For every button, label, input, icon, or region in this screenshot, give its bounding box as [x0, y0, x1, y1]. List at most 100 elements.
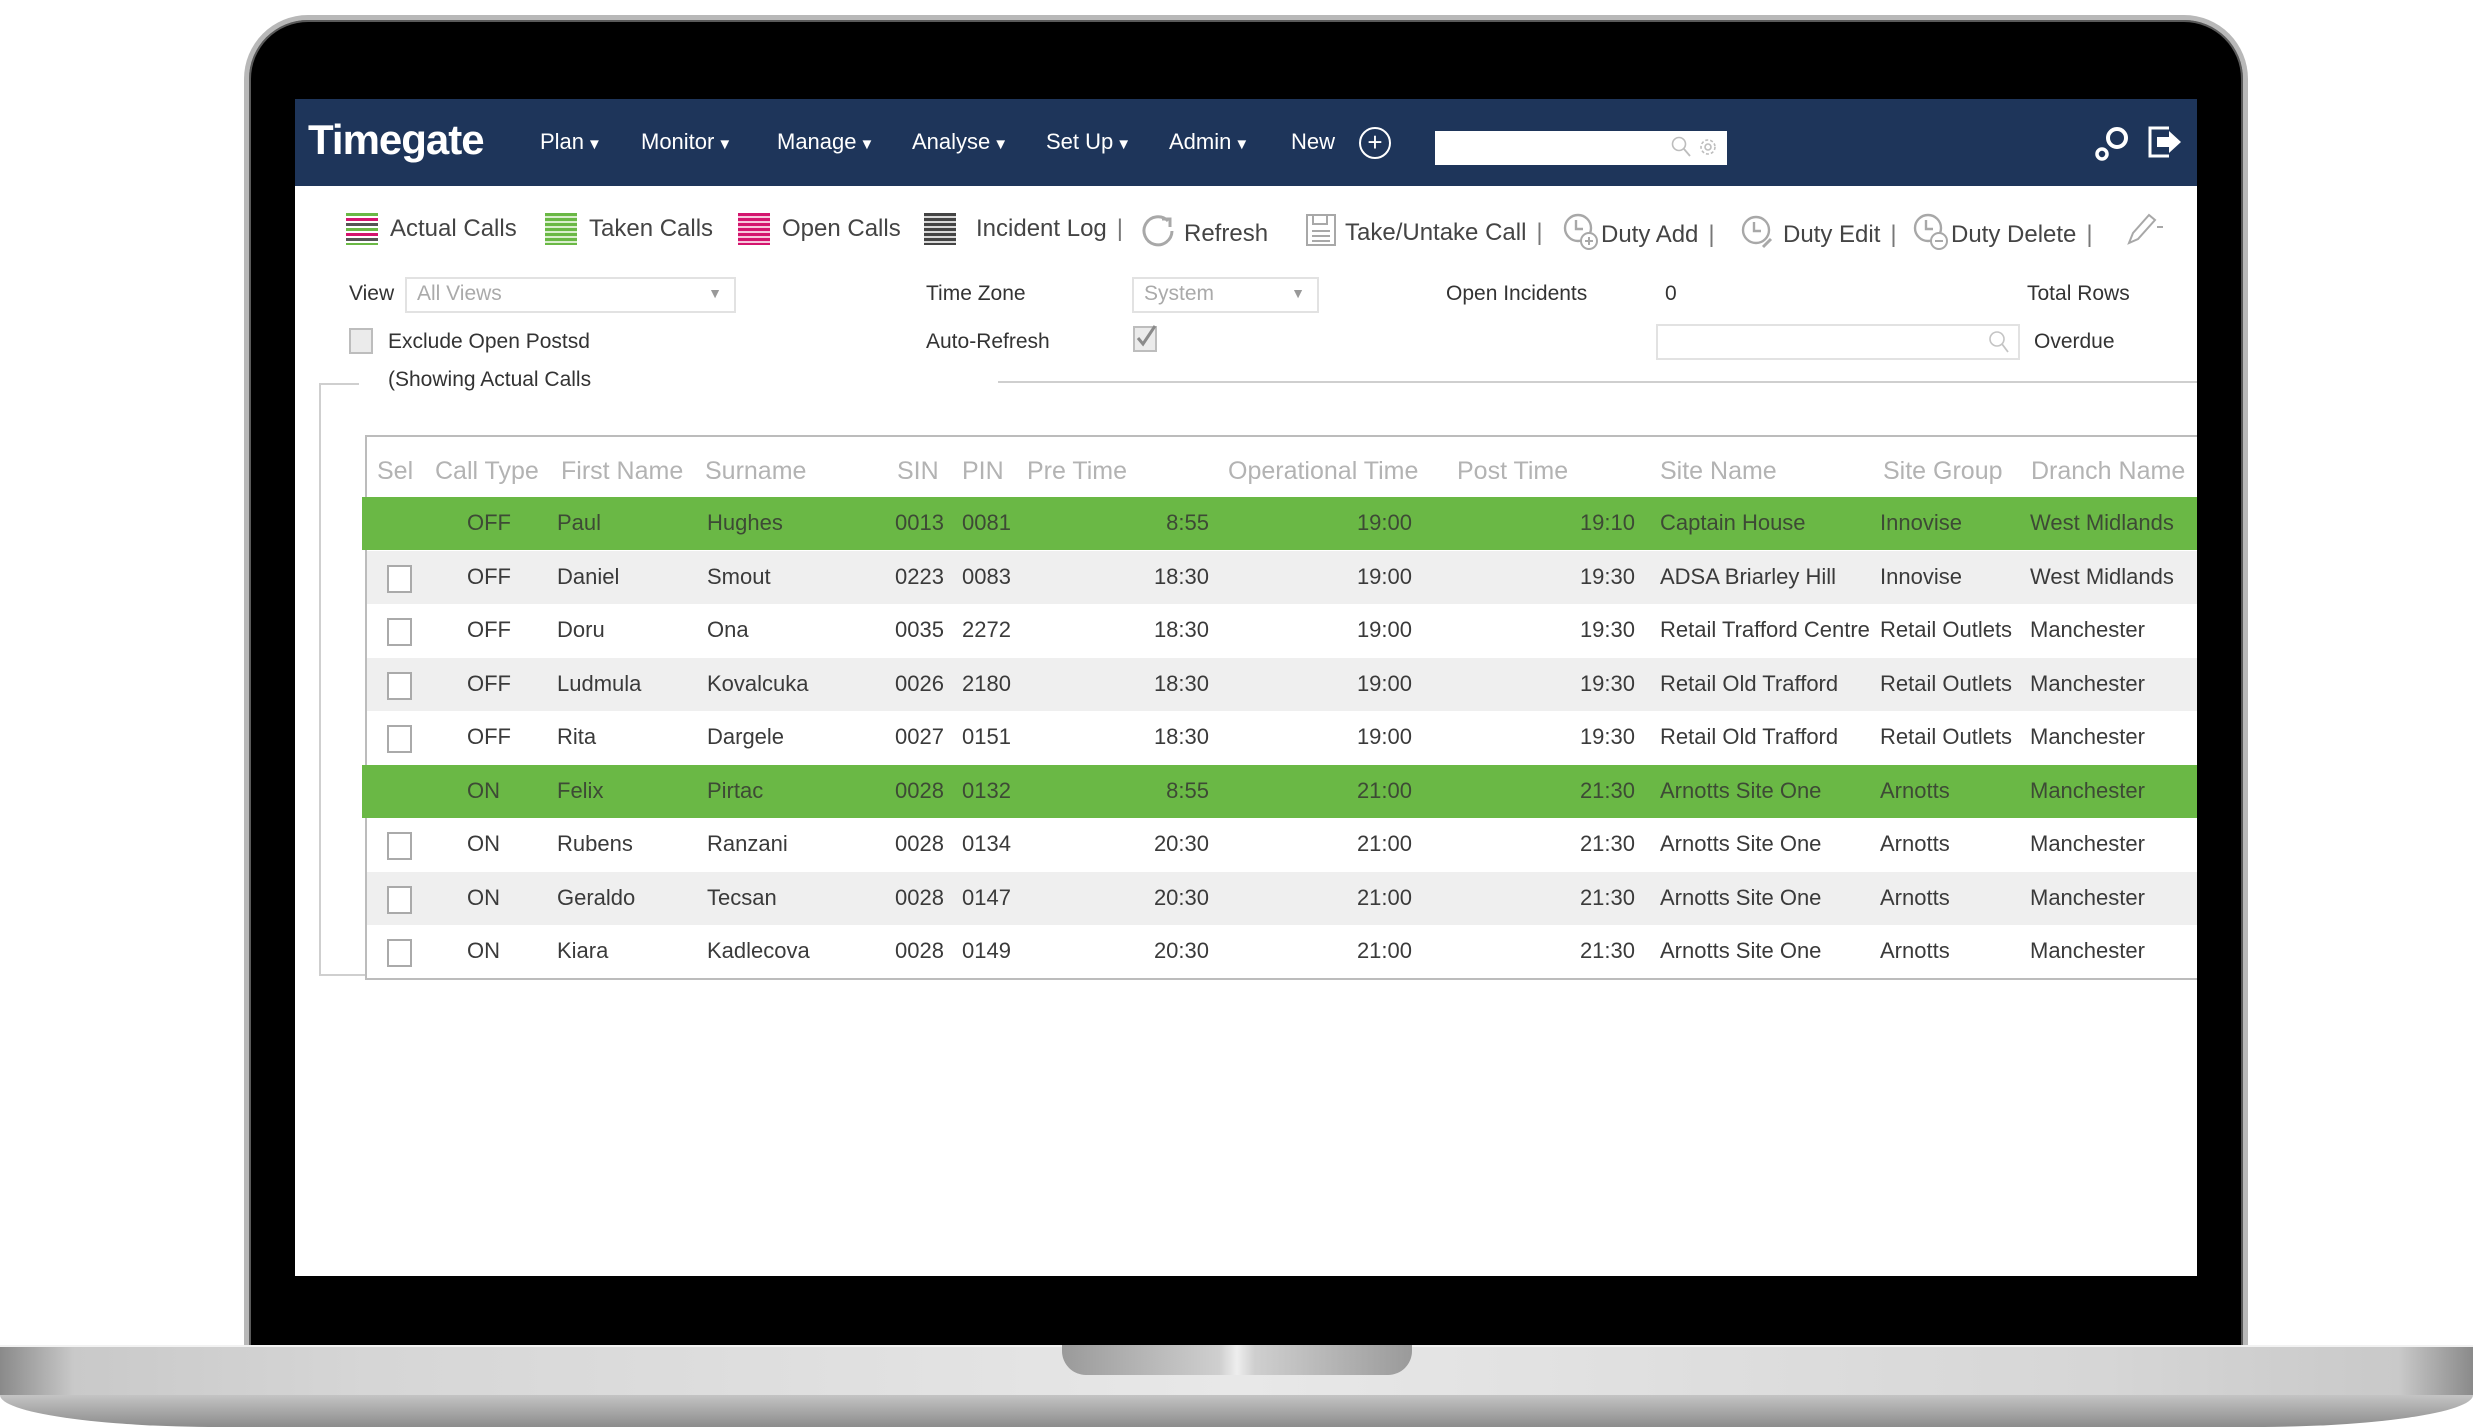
row-select-checkbox[interactable]	[387, 939, 412, 967]
plus-circle-icon[interactable]: +	[1359, 127, 1391, 159]
cell-branch-name: Manchester	[2030, 884, 2145, 910]
table-row[interactable]: OFF Doru Ona 0035 2272 18:30 19:00 19:30 Retail …	[367, 604, 2197, 657]
cell-site-name: Retail Old Trafford	[1660, 724, 1839, 749]
menu-analyse[interactable]: Analyse ▼	[912, 129, 1008, 155]
taken-calls-icon	[545, 213, 577, 245]
table-row[interactable]: ON Kiara Kadlecova 0028 0149 20:30 21:00 21:30 A…	[367, 925, 2197, 978]
menu-plan[interactable]: Plan ▼	[540, 129, 602, 155]
table-row[interactable]: ON Geraldo Tecsan 0028 0147 20:30 21:00 21:30 Ar…	[367, 871, 2197, 925]
row-select-checkbox[interactable]	[387, 564, 412, 593]
cell-first-name: Paul	[557, 510, 602, 535]
time-zone-select[interactable]: System ▼	[1132, 277, 1319, 313]
cell-pin: 0147	[962, 884, 1011, 910]
cell-site-group: Innovise	[1880, 510, 1962, 535]
take-untake-call-label: Take/Untake Call	[1345, 218, 1527, 246]
incident-log-button[interactable]: Incident Log |	[924, 213, 1133, 245]
pen-icon[interactable]	[2125, 211, 2165, 252]
cell-site-group: Arnotts	[1880, 831, 1950, 856]
col-header-call-type[interactable]: Call Type	[435, 457, 539, 485]
global-search-input[interactable]	[1435, 131, 1665, 165]
cell-operational-time: 21:00	[1356, 777, 1412, 803]
cell-first-name: Rubens	[557, 831, 633, 856]
cell-site-group: Innovise	[1880, 563, 1962, 589]
row-select-checkbox[interactable]	[387, 832, 412, 860]
search-icon[interactable]	[1671, 136, 1691, 163]
cell-site-name: Arnotts Site One	[1660, 884, 1822, 910]
table-row[interactable]: ON Rubens Ranzani 0028 0134 20:30 21:00 21:30 Ar…	[367, 818, 2197, 871]
col-header-post-time[interactable]: Post Time	[1457, 457, 1569, 485]
col-header-pin[interactable]: PIN	[962, 457, 1004, 485]
taken-calls-button[interactable]: Taken Calls	[545, 213, 713, 245]
exclude-open-posts-checkbox[interactable]	[349, 328, 373, 354]
logout-icon[interactable]	[2147, 125, 2185, 164]
table-row[interactable]: OFF Paul Hughes 0013 0081 8:55 19:00 19:10 Capta…	[362, 497, 2197, 550]
app-screen: Timegate Plan ▼ Monitor ▼ Manage ▼ Analyse ▼…	[295, 99, 2197, 1276]
row-select-checkbox[interactable]	[387, 885, 412, 914]
col-header-site-name[interactable]: Site Name	[1660, 457, 1777, 485]
menu-manage-label: Manage	[777, 129, 857, 154]
gear-icon[interactable]	[1697, 136, 1719, 163]
refresh-button[interactable]: Refresh	[1140, 213, 1268, 254]
col-header-surname[interactable]: Surname	[705, 457, 807, 485]
global-search-box[interactable]	[1435, 131, 1727, 165]
duty-edit-button[interactable]: Duty Edit |	[1739, 213, 1907, 256]
row-select-checkbox[interactable]	[387, 618, 412, 646]
filter-search-input[interactable]	[1658, 326, 1978, 358]
menu-monitor[interactable]: Monitor ▼	[641, 129, 732, 155]
duty-delete-label: Duty Delete	[1951, 220, 2077, 248]
col-header-operational-time[interactable]: Operational Time	[1228, 457, 1419, 485]
menu-manage[interactable]: Manage ▼	[777, 129, 874, 155]
col-header-sel[interactable]: Sel	[377, 457, 414, 485]
view-select[interactable]: All Views ▼	[405, 277, 736, 313]
auto-refresh-label: Auto-Refresh	[926, 330, 1050, 353]
table-row[interactable]: OFF Rita Dargele 0027 0151 18:30 19:00 19:30 Ret…	[367, 711, 2197, 764]
col-header-pre-time[interactable]: Pre Time	[1027, 457, 1128, 485]
cell-sin: 0028	[895, 831, 944, 856]
col-header-site-group[interactable]: Site Group	[1883, 457, 2003, 485]
cell-branch-name: Manchester	[2030, 777, 2145, 803]
cell-first-name: Felix	[557, 777, 604, 803]
table-row[interactable]: ON Felix Pirtac 0028 0132 8:55 21:00 21:30 Arnot…	[362, 764, 2197, 818]
open-calls-button[interactable]: Open Calls	[738, 213, 901, 245]
user-presence-icon[interactable]	[2093, 123, 2133, 168]
cell-pin: 0134	[962, 831, 1011, 856]
row-select-checkbox[interactable]	[387, 671, 412, 700]
filter-search-box[interactable]	[1656, 324, 2020, 360]
menu-setup[interactable]: Set Up ▼	[1046, 129, 1131, 155]
search-icon[interactable]	[1988, 330, 2010, 359]
cell-operational-time: 21:00	[1356, 938, 1412, 963]
cell-branch-name: Manchester	[2030, 938, 2145, 963]
duty-add-label: Duty Add	[1601, 220, 1699, 248]
chevron-down-icon: ▼	[587, 136, 602, 153]
chevron-down-icon: ▼	[859, 136, 875, 153]
menu-admin[interactable]: Admin ▼	[1169, 129, 1249, 155]
col-header-sin[interactable]: SIN	[897, 457, 939, 485]
take-untake-call-button[interactable]: Take/Untake Call |	[1305, 213, 1553, 252]
duty-add-button[interactable]: Duty Add |	[1563, 213, 1725, 256]
cell-pin: 0149	[962, 938, 1011, 963]
cell-post-time: 19:30	[1579, 617, 1635, 642]
duty-delete-button[interactable]: Duty Delete |	[1913, 213, 2103, 256]
table-row[interactable]: OFF Ludmula Kovalcuka 0026 2180 18:30 19:00 19:…	[367, 657, 2197, 711]
laptop-base-bottom	[0, 1395, 2473, 1427]
app-logo[interactable]: Timegate	[308, 116, 485, 163]
actual-calls-button[interactable]: Actual Calls	[346, 213, 517, 245]
chevron-down-icon: ▼	[1116, 136, 1132, 153]
toolbar-separator: |	[2086, 220, 2093, 248]
auto-refresh-checkbox[interactable]	[1133, 325, 1157, 352]
cell-surname: Smout	[707, 563, 771, 589]
clock-delete-icon	[1913, 213, 1949, 256]
toolbar-separator: |	[1708, 220, 1715, 248]
cell-site-group: Retail Outlets	[1880, 670, 2013, 696]
row-select-checkbox[interactable]	[387, 725, 412, 753]
col-header-branch-name[interactable]: Dranch Name	[2031, 457, 2186, 485]
table-row[interactable]: OFF Daniel Smout 0223 0083 18:30 19:00 19:30 ADS…	[367, 550, 2197, 604]
cell-pin: 0081	[962, 510, 1011, 535]
col-header-first-name[interactable]: First Name	[561, 457, 684, 485]
menu-new[interactable]: New	[1291, 129, 1336, 154]
fieldset-border-left	[319, 383, 321, 974]
laptop-notch	[1062, 1345, 1412, 1375]
cell-call-type: OFF	[467, 724, 511, 749]
laptop-base	[0, 1345, 2473, 1427]
cell-operational-time: 21:00	[1356, 884, 1412, 910]
